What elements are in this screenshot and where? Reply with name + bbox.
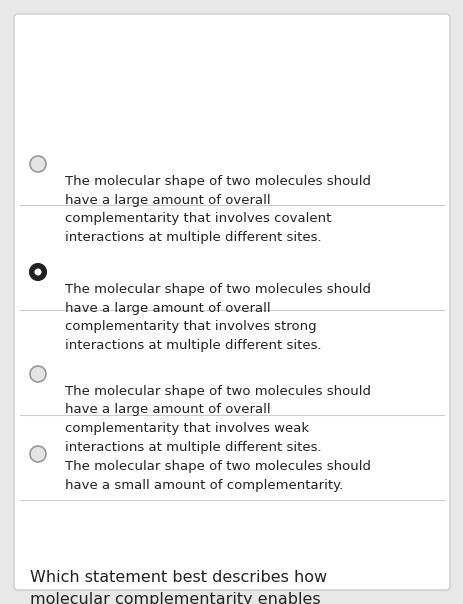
Text: The molecular shape of two molecules should
have a large amount of overall
compl: The molecular shape of two molecules sho… <box>65 385 370 454</box>
Circle shape <box>30 264 46 280</box>
Circle shape <box>30 156 46 172</box>
Text: The molecular shape of two molecules should
have a large amount of overall
compl: The molecular shape of two molecules sho… <box>65 175 370 243</box>
Circle shape <box>30 446 46 462</box>
Text: The molecular shape of two molecules should
have a large amount of overall
compl: The molecular shape of two molecules sho… <box>65 283 370 352</box>
Text: Which statement best describes how
molecular complementarity enables
specificity: Which statement best describes how molec… <box>30 570 326 604</box>
Circle shape <box>30 366 46 382</box>
Circle shape <box>34 269 41 275</box>
FancyBboxPatch shape <box>14 14 449 590</box>
Text: The molecular shape of two molecules should
have a small amount of complementari: The molecular shape of two molecules sho… <box>65 460 370 492</box>
